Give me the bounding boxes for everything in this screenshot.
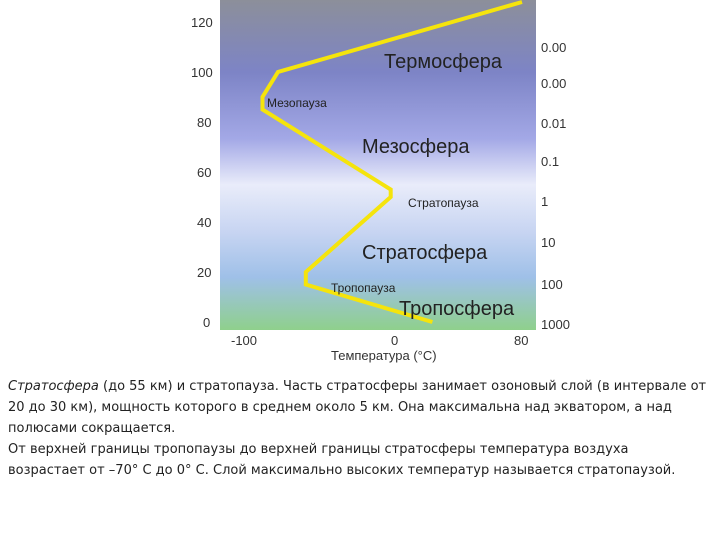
caption-paragraph-1-rest: (до 55 км) и стратопауза. Часть стратосф… (8, 379, 707, 436)
temperature-tick: 0 (391, 333, 398, 348)
pressure-tick: 1 (541, 194, 548, 209)
pressure-tick: 0.00 (541, 40, 566, 55)
temperature-axis-label: Температура (°С) (331, 348, 437, 363)
altitude-tick: 120 (191, 15, 213, 30)
mesosphere-label: Мезосфера (362, 136, 470, 158)
caption-text: Стратосфера (до 55 км) и стратопауза. Ча… (8, 376, 708, 481)
tropopause-label: Тропопауза (331, 281, 396, 295)
caption-paragraph-2: От верхней границы тропопаузы до верхней… (8, 442, 676, 478)
pressure-tick: 0.01 (541, 116, 566, 131)
altitude-tick: 0 (203, 315, 210, 330)
pressure-tick: 10 (541, 235, 555, 250)
altitude-tick: 100 (191, 65, 213, 80)
atmosphere-background (220, 0, 536, 330)
stratosphere-label: Стратосфера (362, 242, 488, 264)
caption-term: Стратосфера (8, 379, 99, 394)
pressure-tick: 0.1 (541, 154, 559, 169)
pressure-tick: 100 (541, 277, 563, 292)
troposphere-label: Тропосфера (399, 298, 515, 320)
pressure-tick: 1000 (541, 317, 570, 332)
temperature-tick: -100 (231, 333, 257, 348)
thermosphere-label: Термосфера (384, 51, 503, 73)
atmosphere-diagram: 120 100 80 60 40 20 0 0.00 0.00 0.01 0.1… (191, 0, 570, 363)
temperature-profile-line (260, 0, 523, 324)
altitude-tick: 20 (197, 265, 211, 280)
altitude-tick: 60 (197, 165, 211, 180)
temperature-tick: 80 (514, 333, 528, 348)
caption-paragraph-1: Стратосфера (до 55 км) и стратопауза. Ча… (8, 376, 708, 439)
pressure-tick: 0.00 (541, 76, 566, 91)
altitude-tick: 40 (197, 215, 211, 230)
mesopause-label: Мезопауза (267, 96, 327, 110)
altitude-tick: 80 (197, 115, 211, 130)
stratopause-label: Стратопауза (408, 196, 479, 210)
